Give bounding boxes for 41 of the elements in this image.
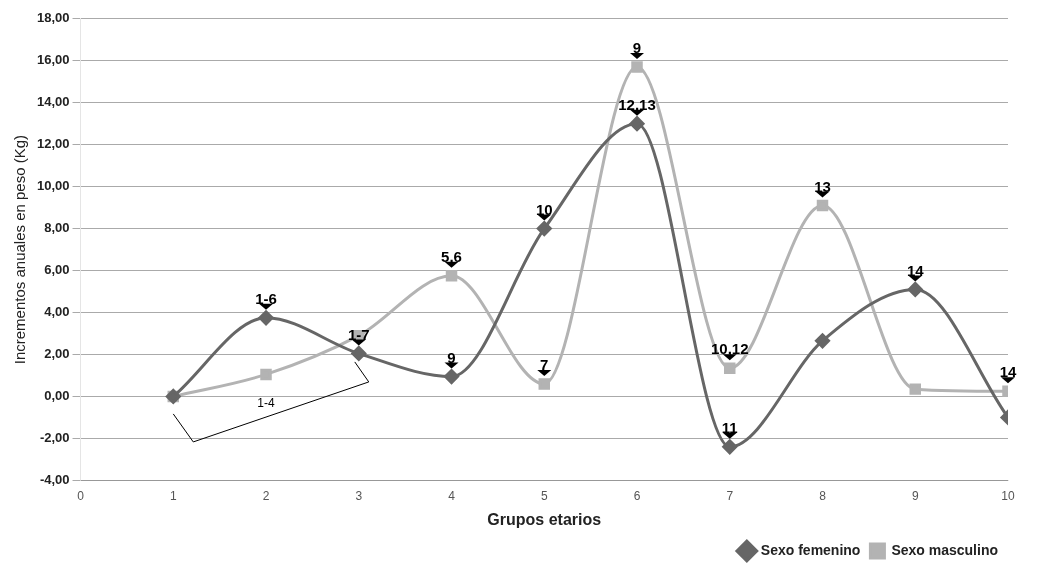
y-tick-label: 10,00 [36, 178, 70, 194]
annotation: 7 [540, 356, 549, 374]
annotation: 9 [447, 348, 456, 366]
x-tick-label: 9 [911, 488, 919, 503]
y-tick-label: 14,00 [36, 94, 70, 110]
y-tick-label: 8,00 [44, 220, 70, 236]
x-axis-title: Grupos etarios [487, 510, 602, 528]
y-tick-label: 6,00 [44, 262, 70, 278]
x-tick-label: 7 [726, 488, 734, 503]
x-tick-label: 2 [262, 488, 270, 503]
y-tick-label: 18,00 [36, 10, 70, 26]
y-tick-label: 2,00 [44, 346, 70, 362]
annotation: 9 [632, 39, 642, 57]
annotation: 1-4 [257, 396, 276, 411]
y-axis-title: Incrementos anuales en peso (Kg) [11, 134, 29, 365]
y-tick-label: 4,00 [44, 304, 70, 320]
annotation: 10 [535, 200, 553, 218]
annotation: 14 [906, 261, 925, 279]
x-tick-label: 6 [633, 488, 641, 503]
y-tick-label: 0,00 [44, 388, 70, 404]
annotation: 12,13 [618, 95, 656, 113]
annotation: 5,6 [441, 247, 462, 265]
legend-label: Sexo masculino [891, 541, 998, 558]
y-tick-label: 16,00 [36, 52, 70, 68]
x-tick-label: 4 [448, 488, 456, 503]
x-tick-label: 8 [819, 488, 827, 503]
annotation: 11 [721, 418, 738, 436]
x-tick-label: 1 [169, 488, 177, 503]
legend-label: Sexo femenino [760, 541, 861, 558]
annotation: 1-7 [347, 325, 370, 343]
x-tick-label: 5 [540, 488, 548, 503]
x-tick-label: 0 [77, 488, 85, 503]
x-tick-label: 10 [1001, 488, 1015, 503]
annotation: 1-6 [255, 289, 277, 307]
y-tick-label: -4,00 [39, 471, 70, 487]
annotation: 14 [999, 363, 1017, 381]
annotation: 10,12 [710, 340, 749, 358]
x-tick-label: 3 [355, 488, 363, 503]
y-tick-label: 12,00 [36, 136, 70, 152]
y-tick-label: -2,00 [39, 430, 70, 446]
annotation: 13 [814, 177, 831, 195]
